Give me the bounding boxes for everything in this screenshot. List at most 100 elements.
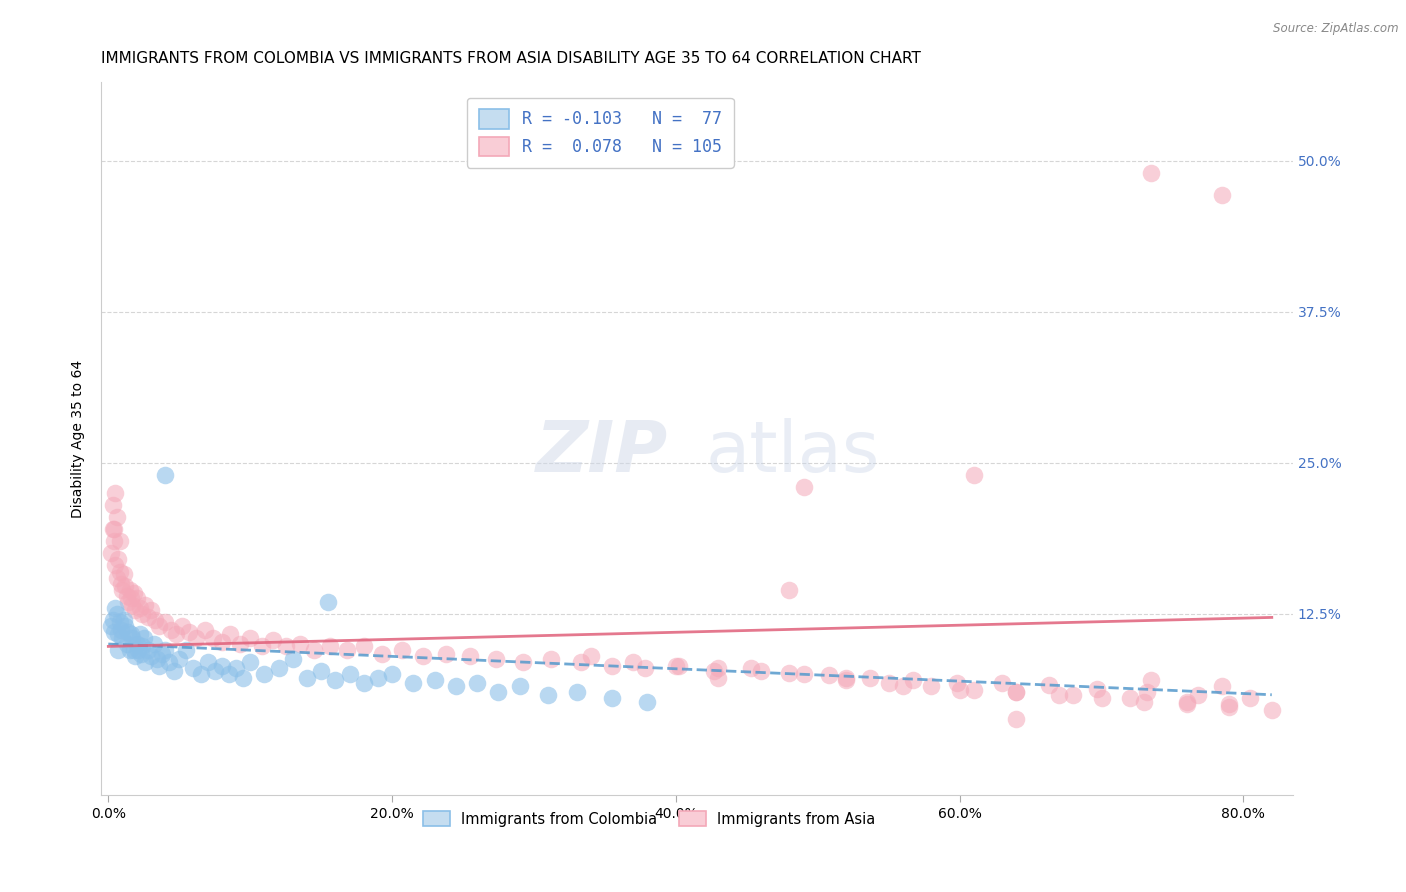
Point — [183, 661, 205, 675]
Point — [124, 603, 146, 617]
Point — [117, 624, 139, 639]
Point — [1038, 678, 1060, 692]
Point — [120, 627, 142, 641]
Point — [134, 599, 156, 613]
Point — [793, 667, 815, 681]
Point — [835, 671, 858, 685]
Point — [139, 649, 162, 664]
Point — [740, 661, 762, 675]
Point — [288, 637, 311, 651]
Point — [1133, 695, 1156, 709]
Point — [179, 624, 201, 639]
Point — [108, 615, 131, 630]
Point — [318, 640, 340, 654]
Point — [485, 651, 508, 665]
Point — [963, 682, 986, 697]
Point — [302, 643, 325, 657]
Point — [835, 673, 858, 688]
Point — [143, 613, 166, 627]
Point — [122, 643, 145, 657]
Point — [103, 522, 125, 536]
Point — [136, 610, 159, 624]
Point — [859, 671, 882, 685]
Point — [262, 633, 284, 648]
Point — [458, 649, 481, 664]
Point — [111, 631, 134, 645]
Point — [569, 655, 592, 669]
Point — [1218, 699, 1240, 714]
Point — [127, 643, 149, 657]
Point — [197, 655, 219, 669]
Point — [1140, 673, 1163, 688]
Point — [1175, 698, 1198, 712]
Point — [107, 627, 129, 641]
Point — [110, 576, 132, 591]
Point — [115, 589, 138, 603]
Point — [107, 552, 129, 566]
Point — [136, 643, 159, 657]
Point — [1261, 703, 1284, 717]
Point — [537, 688, 560, 702]
Point — [778, 665, 800, 680]
Point — [793, 480, 815, 494]
Point — [153, 615, 176, 630]
Point — [579, 649, 602, 664]
Point — [778, 582, 800, 597]
Point — [316, 595, 339, 609]
Point — [225, 661, 247, 675]
Point — [339, 667, 361, 681]
Point — [145, 651, 167, 665]
Point — [444, 679, 467, 693]
Point — [600, 658, 623, 673]
Point — [194, 623, 217, 637]
Point — [509, 679, 531, 693]
Point — [118, 582, 141, 597]
Point — [1047, 688, 1070, 702]
Point — [281, 651, 304, 665]
Point — [118, 643, 141, 657]
Point — [114, 619, 136, 633]
Point — [172, 619, 194, 633]
Point — [202, 631, 225, 645]
Point — [488, 685, 510, 699]
Y-axis label: Disability Age 35 to 64: Disability Age 35 to 64 — [72, 359, 86, 517]
Point — [633, 661, 655, 675]
Point — [991, 675, 1014, 690]
Point — [239, 631, 262, 645]
Point — [120, 591, 142, 606]
Point — [142, 637, 165, 651]
Point — [309, 664, 332, 678]
Point — [402, 675, 425, 690]
Point — [100, 546, 122, 560]
Point — [1218, 698, 1240, 712]
Point — [949, 682, 972, 697]
Text: ZIP: ZIP — [536, 418, 668, 487]
Point — [353, 675, 375, 690]
Point — [232, 671, 254, 685]
Point — [565, 685, 588, 699]
Point — [336, 643, 359, 657]
Point — [100, 619, 122, 633]
Point — [901, 673, 924, 688]
Point — [1211, 679, 1233, 693]
Point — [1005, 712, 1028, 726]
Point — [1140, 166, 1163, 180]
Point — [423, 673, 446, 688]
Point — [600, 691, 623, 706]
Point — [108, 534, 131, 549]
Point — [267, 661, 290, 675]
Point — [186, 631, 208, 645]
Legend: Immigrants from Colombia, Immigrants from Asia: Immigrants from Colombia, Immigrants fro… — [416, 804, 883, 834]
Point — [219, 627, 242, 641]
Point — [239, 655, 262, 669]
Point — [132, 631, 155, 645]
Point — [1211, 187, 1233, 202]
Point — [112, 566, 135, 581]
Point — [637, 695, 659, 709]
Point — [253, 667, 276, 681]
Point — [148, 619, 170, 633]
Point — [139, 603, 162, 617]
Point — [101, 613, 124, 627]
Point — [391, 643, 413, 657]
Point — [129, 647, 152, 661]
